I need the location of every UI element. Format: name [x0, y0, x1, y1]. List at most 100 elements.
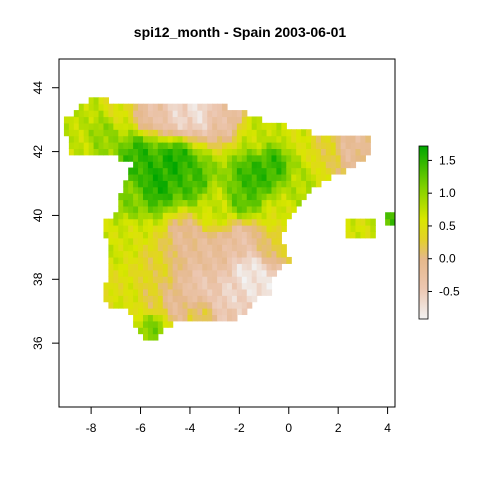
raster-cell: [217, 295, 223, 303]
raster-cell: [147, 333, 154, 341]
raster-cell: [162, 301, 169, 309]
raster-cell: [162, 218, 169, 226]
raster-cell: [123, 295, 129, 303]
raster-cell: [212, 231, 218, 239]
raster-cell: [98, 129, 105, 137]
raster-cell: [157, 148, 164, 156]
raster-cell: [192, 263, 198, 271]
raster-cell: [143, 129, 149, 137]
raster-cell: [88, 135, 95, 143]
raster-cell: [147, 199, 154, 207]
y-tick-label: 36: [31, 336, 45, 350]
raster-cell: [276, 250, 282, 258]
raster-cell: [212, 269, 218, 277]
raster-cell: [246, 263, 253, 271]
raster-cell: [340, 161, 347, 169]
raster-cell: [162, 154, 169, 162]
raster-cell: [167, 122, 174, 130]
raster-cell: [236, 218, 243, 226]
raster-cell: [128, 282, 134, 290]
raster-cell: [197, 250, 203, 258]
raster-cell: [152, 205, 159, 213]
raster-cell: [241, 218, 248, 226]
raster-cell: [241, 180, 248, 188]
raster-cell: [182, 173, 189, 181]
raster-cell: [306, 148, 312, 156]
raster-cell: [192, 269, 198, 277]
raster-cell: [335, 167, 342, 175]
raster-cell: [123, 142, 129, 149]
raster-cell: [231, 314, 238, 322]
raster-cell: [222, 225, 228, 233]
raster-cell: [88, 116, 95, 124]
raster-cell: [177, 231, 184, 239]
raster-cell: [128, 288, 134, 296]
raster-cell: [78, 116, 85, 124]
raster-cell: [236, 186, 243, 194]
raster-cell: [330, 135, 337, 143]
raster-cell: [276, 180, 282, 188]
raster-cell: [147, 225, 154, 233]
raster-cell: [143, 295, 149, 303]
raster-cell: [236, 276, 243, 284]
raster-cell: [227, 288, 233, 296]
raster-cell: [147, 244, 154, 252]
raster-cell: [236, 129, 243, 137]
raster-cell: [227, 193, 233, 201]
raster-cell: [182, 186, 189, 194]
raster-cell: [143, 110, 149, 118]
raster-cell: [231, 148, 238, 156]
raster-cell: [177, 148, 184, 156]
raster-cell: [261, 186, 268, 194]
raster-cell: [172, 193, 179, 201]
raster-cell: [177, 199, 184, 207]
raster-cell: [133, 231, 139, 239]
raster-cell: [187, 256, 194, 264]
raster-cell: [256, 256, 263, 264]
raster-cell: [276, 193, 282, 201]
raster-cell: [261, 122, 268, 130]
raster-cell: [108, 148, 114, 156]
raster-cell: [192, 225, 198, 233]
raster-cell: [271, 237, 278, 245]
raster-cell: [246, 205, 253, 213]
raster-cell: [182, 244, 189, 252]
y-tick-label: 40: [31, 208, 45, 222]
raster-cell: [128, 250, 134, 258]
raster-cell: [152, 173, 159, 181]
raster-cell: [345, 148, 352, 156]
raster-cell: [138, 295, 144, 303]
raster-cell: [222, 186, 228, 194]
raster-cell: [83, 148, 90, 156]
legend-tick-label: 1.0: [439, 186, 456, 200]
raster-cell: [103, 148, 110, 156]
raster-cell: [103, 288, 110, 296]
raster-cell: [128, 148, 134, 156]
raster-cell: [355, 218, 362, 226]
raster-cell: [246, 193, 253, 201]
raster-cell: [301, 173, 307, 181]
raster-cell: [187, 193, 194, 201]
raster-cell: [231, 237, 238, 245]
raster-cell: [143, 256, 149, 264]
raster-cell: [222, 263, 228, 271]
raster-cell: [187, 116, 194, 124]
raster-cell: [118, 301, 124, 309]
raster-cell: [162, 320, 169, 328]
raster-cell: [182, 199, 189, 207]
raster-cell: [355, 231, 362, 239]
raster-cell: [251, 167, 258, 175]
raster-cell: [187, 103, 194, 111]
raster-cell: [108, 244, 114, 252]
raster-cell: [108, 103, 114, 111]
raster-cell: [133, 256, 139, 264]
raster-cell: [88, 97, 95, 105]
raster-cell: [83, 129, 90, 137]
raster-cell: [147, 173, 154, 181]
raster-cell: [241, 237, 248, 245]
raster-cell: [236, 250, 243, 258]
raster-cell: [281, 218, 287, 226]
raster-cell: [301, 186, 307, 194]
raster-cell: [231, 250, 238, 258]
raster-cell: [118, 237, 124, 245]
